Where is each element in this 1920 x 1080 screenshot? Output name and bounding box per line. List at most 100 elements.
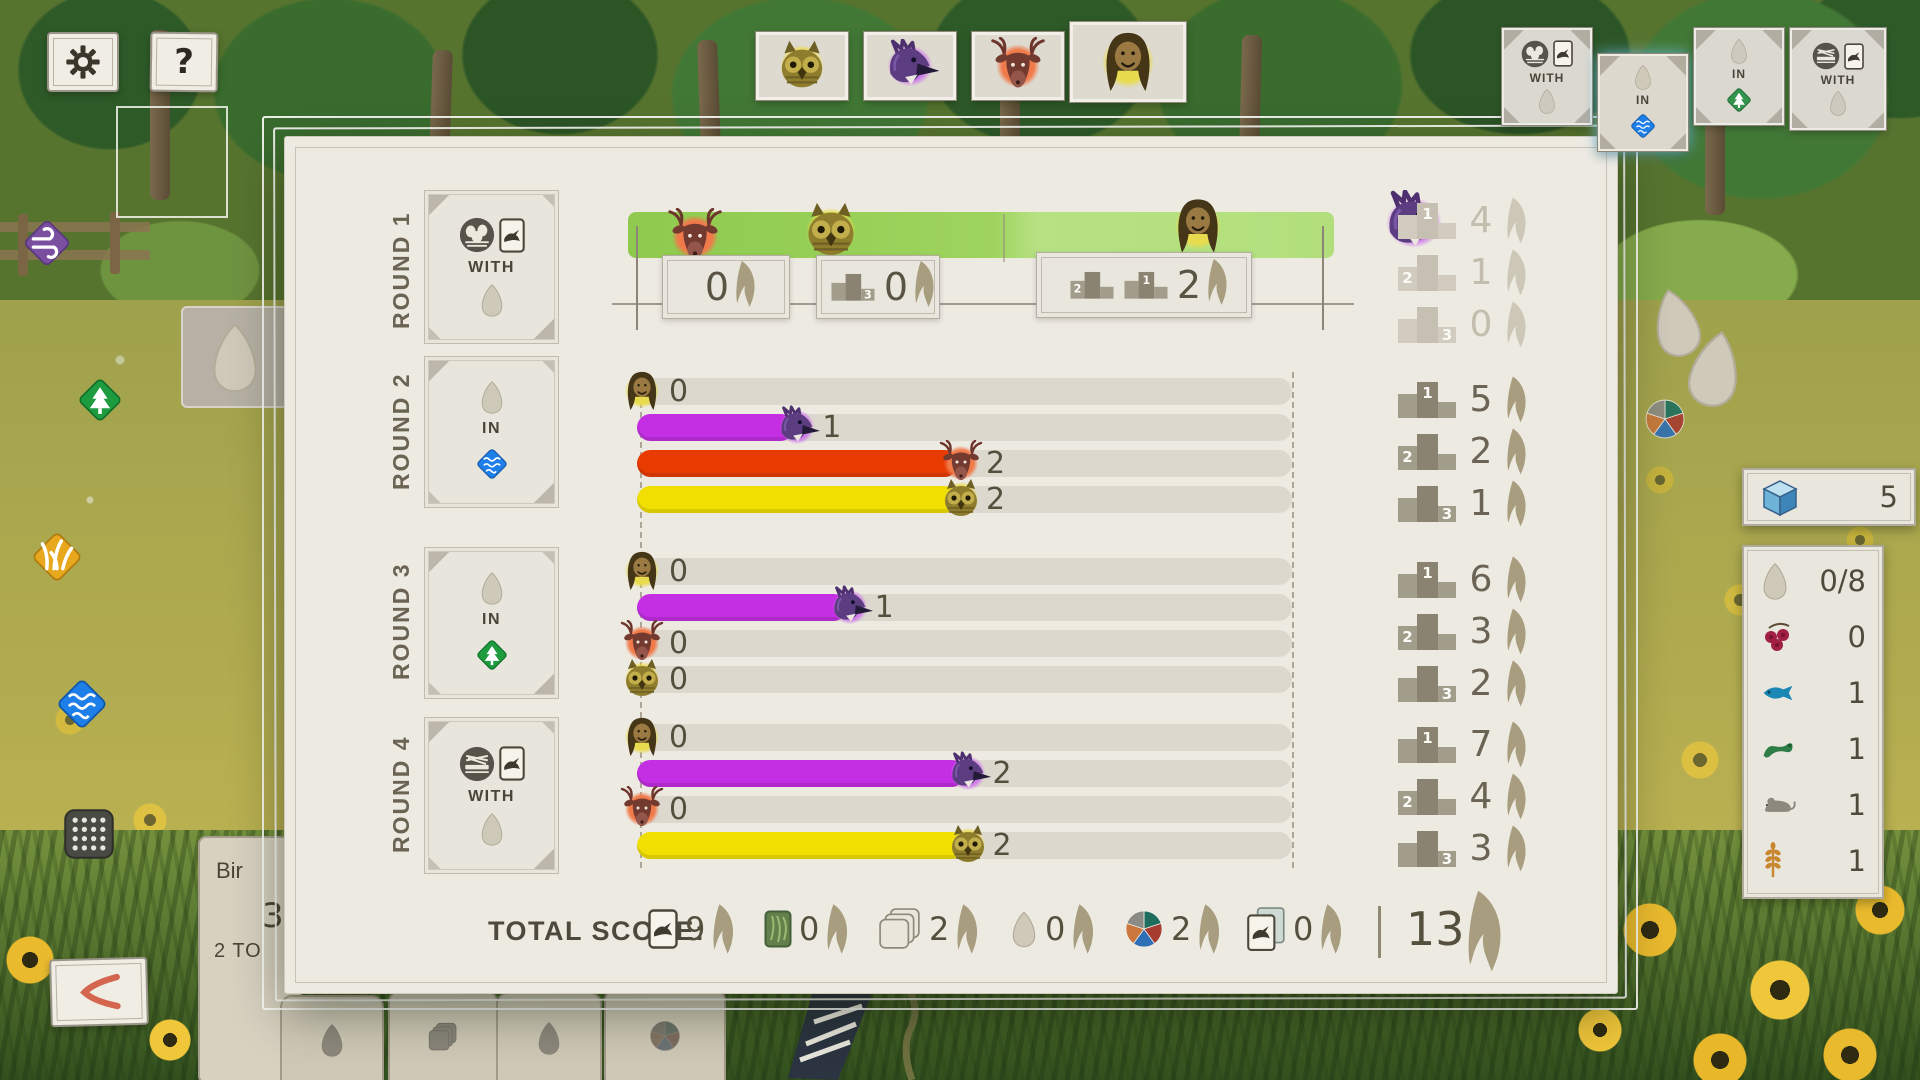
grassland-habitat-icon bbox=[25, 525, 89, 589]
egg-icon bbox=[1677, 323, 1753, 413]
feather-icon bbox=[1506, 300, 1532, 348]
award-points: 3 bbox=[1469, 610, 1493, 652]
award-points: 1 bbox=[1469, 482, 1493, 524]
total-item-bird-card: 9 bbox=[648, 898, 740, 960]
total-divider bbox=[1378, 906, 1381, 958]
feather-icon bbox=[1320, 902, 1348, 956]
bird-card-icon bbox=[498, 746, 525, 781]
wind-habitat-icon bbox=[17, 213, 77, 273]
svg-text:3: 3 bbox=[1442, 685, 1452, 703]
total-item-bonus-card: 0 bbox=[764, 898, 854, 960]
bar-value: 1 bbox=[822, 410, 842, 445]
podium-2-icon: 2 bbox=[1396, 775, 1458, 817]
goal-word: WITH bbox=[468, 259, 515, 276]
podium-1-icon: 1 bbox=[1396, 378, 1458, 420]
egg-icon bbox=[1729, 38, 1749, 64]
player-frame-jay[interactable] bbox=[863, 31, 957, 101]
tick-mark bbox=[636, 226, 638, 330]
bar-value: 2 bbox=[985, 482, 1006, 517]
award-points: 7 bbox=[1469, 723, 1493, 765]
bar-value: 0 bbox=[669, 662, 689, 697]
food-pie-icon bbox=[1124, 909, 1164, 949]
player-avatar-deer bbox=[619, 786, 665, 832]
total-item-goal-tiles: 2 bbox=[878, 898, 984, 960]
feather-icon bbox=[1506, 427, 1532, 475]
award-points: 3 bbox=[1469, 827, 1493, 869]
goal-tile-round3[interactable]: IN bbox=[1693, 27, 1785, 126]
player-avatar bbox=[989, 37, 1047, 95]
bird-card-icon bbox=[648, 908, 678, 950]
award-points: 2 bbox=[1469, 662, 1493, 704]
podium-2-icon: 2 bbox=[1069, 269, 1115, 301]
svg-text:1: 1 bbox=[1142, 274, 1150, 287]
egg-icon bbox=[1828, 90, 1848, 116]
feather-icon bbox=[1207, 255, 1233, 309]
goal-word: WITH bbox=[468, 787, 515, 805]
back-button[interactable] bbox=[49, 956, 149, 1028]
goal-tile-round1[interactable]: WITH bbox=[1501, 27, 1593, 126]
goal-tile-round4[interactable]: WITH bbox=[1789, 27, 1887, 131]
player-avatar-owl bbox=[619, 656, 665, 702]
round-2-label: Round 2 bbox=[388, 372, 414, 491]
feather-icon bbox=[1506, 196, 1532, 244]
bar-value: 2 bbox=[985, 446, 1006, 481]
player-avatar-woman bbox=[619, 714, 665, 760]
svg-text:2: 2 bbox=[1402, 448, 1412, 466]
egg-icon bbox=[1640, 280, 1712, 363]
goal-bar-woman: 0 bbox=[619, 368, 1292, 414]
egg-count: 0/8 bbox=[1819, 564, 1866, 598]
round-2-goal-tile: IN bbox=[424, 356, 559, 508]
bird-card-icon bbox=[1844, 42, 1864, 70]
egg-glyph bbox=[319, 1023, 345, 1057]
bar-track bbox=[637, 796, 1292, 823]
goal-bar-owl: 2 bbox=[637, 822, 1292, 868]
tucked-card-icon bbox=[1246, 906, 1286, 952]
feather-icon bbox=[1506, 659, 1532, 707]
bowl-nest-icon bbox=[1521, 40, 1549, 68]
goal-bar-jay: 1 bbox=[637, 584, 1292, 630]
bird-card-icon bbox=[498, 217, 525, 253]
bowl-nest-icon bbox=[459, 217, 495, 253]
bar-fill bbox=[637, 594, 847, 621]
player-frame-deer[interactable] bbox=[971, 31, 1065, 101]
chart-right-guide bbox=[1292, 372, 1294, 868]
goal-word: IN bbox=[482, 611, 501, 628]
tick-mark bbox=[1322, 226, 1324, 330]
score-value: 0 bbox=[704, 265, 730, 309]
bar-fill bbox=[637, 760, 965, 787]
settings-button[interactable] bbox=[47, 32, 119, 92]
goal-bar-deer: 0 bbox=[619, 620, 1292, 666]
goal-bar-deer: 2 bbox=[637, 440, 1292, 486]
dice-tray-icon bbox=[60, 805, 118, 863]
goal-tile-round2-selected[interactable]: IN bbox=[1597, 53, 1689, 152]
egg-icon bbox=[479, 380, 505, 414]
forest-habitat-icon bbox=[72, 372, 128, 428]
feather-icon bbox=[1506, 720, 1532, 768]
svg-text:3: 3 bbox=[864, 288, 872, 301]
player-avatar-woman bbox=[619, 368, 665, 414]
feather-icon bbox=[712, 902, 740, 956]
total-item-food-pie: 2 bbox=[1124, 898, 1226, 960]
fence-post bbox=[18, 214, 28, 276]
round-1-goal-tile: WITH bbox=[424, 190, 559, 344]
help-button[interactable]: ? bbox=[149, 31, 219, 93]
goal-word: WITH bbox=[1820, 73, 1856, 87]
bar-fill bbox=[637, 832, 965, 859]
award-points: 1 bbox=[1469, 251, 1493, 293]
feather-icon bbox=[735, 257, 761, 311]
svg-text:2: 2 bbox=[1402, 628, 1412, 646]
wheat-icon bbox=[1760, 842, 1786, 880]
award-points: 5 bbox=[1469, 378, 1493, 420]
resource-row-caterpillar: 1 bbox=[1744, 721, 1882, 777]
podium-3-icon: 3 bbox=[1396, 303, 1458, 345]
resource-row-eggs: 0/8 bbox=[1744, 553, 1882, 609]
egg-icon bbox=[479, 571, 505, 605]
player-frame-human-current[interactable] bbox=[1069, 21, 1187, 103]
player-frame-owl[interactable] bbox=[755, 31, 849, 101]
goal-word: IN bbox=[1636, 92, 1650, 107]
